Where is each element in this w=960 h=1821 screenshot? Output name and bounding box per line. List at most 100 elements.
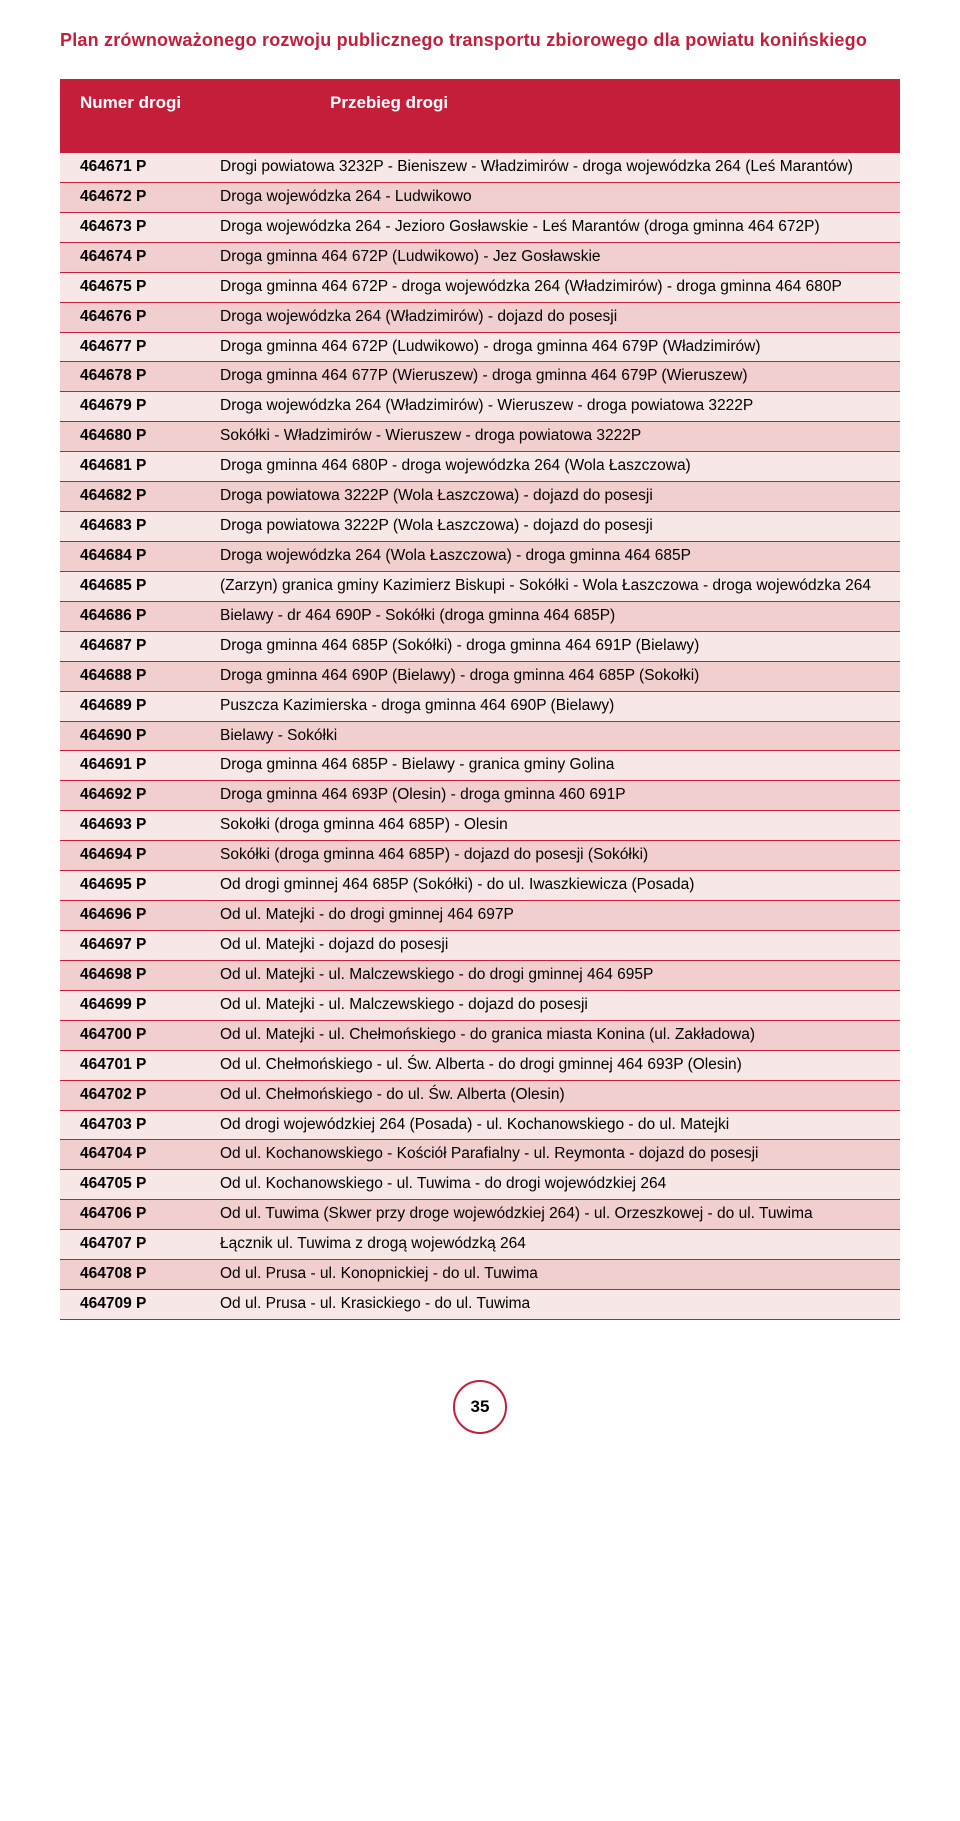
- table-row: 464672 PDroga wojewódzka 264 - Ludwikowo: [60, 182, 900, 212]
- table-row: 464683 PDroga powiatowa 3222P (Wola Łasz…: [60, 512, 900, 542]
- road-course-cell: Droga gminna 464 672P - droga wojewódzka…: [210, 272, 900, 302]
- table-row: 464697 POd ul. Matejki - dojazd do poses…: [60, 930, 900, 960]
- road-number-cell: 464700 P: [60, 1020, 210, 1050]
- table-row: 464682 PDroga powiatowa 3222P (Wola Łasz…: [60, 482, 900, 512]
- road-course-cell: Droga gminna 464 672P (Ludwikowo) - drog…: [210, 332, 900, 362]
- table-row: 464709 POd ul. Prusa - ul. Krasickiego -…: [60, 1290, 900, 1320]
- road-course-cell: Od ul. Matejki - ul. Malczewskiego - do …: [210, 960, 900, 990]
- road-number-cell: 464697 P: [60, 930, 210, 960]
- road-number-cell: 464693 P: [60, 811, 210, 841]
- road-number-cell: 464678 P: [60, 362, 210, 392]
- road-number-cell: 464683 P: [60, 512, 210, 542]
- road-course-cell: Droga gminna 464 677P (Wieruszew) - drog…: [210, 362, 900, 392]
- road-course-cell: Od ul. Prusa - ul. Krasickiego - do ul. …: [210, 1290, 900, 1320]
- road-number-cell: 464676 P: [60, 302, 210, 332]
- table-row: 464707 PŁącznik ul. Tuwima z drogą wojew…: [60, 1230, 900, 1260]
- table-row: 464699 POd ul. Matejki - ul. Malczewskie…: [60, 990, 900, 1020]
- road-number-cell: 464674 P: [60, 242, 210, 272]
- road-course-cell: Od ul. Kochanowskiego - Kościół Parafial…: [210, 1140, 900, 1170]
- header-road-number: Numer drogi: [60, 79, 210, 153]
- table-row: 464703 POd drogi wojewódzkiej 264 (Posad…: [60, 1110, 900, 1140]
- road-course-cell: Droga gminna 464 680P - droga wojewódzka…: [210, 452, 900, 482]
- road-number-cell: 464702 P: [60, 1080, 210, 1110]
- table-row: 464678 PDroga gminna 464 677P (Wieruszew…: [60, 362, 900, 392]
- road-course-cell: Od ul. Kochanowskiego - ul. Tuwima - do …: [210, 1170, 900, 1200]
- table-row: 464706 POd ul. Tuwima (Skwer przy droge …: [60, 1200, 900, 1230]
- road-number-cell: 464703 P: [60, 1110, 210, 1140]
- table-row: 464695 POd drogi gminnej 464 685P (Sokół…: [60, 871, 900, 901]
- road-number-cell: 464696 P: [60, 901, 210, 931]
- table-row: 464691 PDroga gminna 464 685P - Bielawy …: [60, 751, 900, 781]
- road-number-cell: 464708 P: [60, 1260, 210, 1290]
- page-number: 35: [453, 1380, 507, 1434]
- table-row: 464673 PDroga wojewódzka 264 - Jezioro G…: [60, 212, 900, 242]
- table-row: 464674 PDroga gminna 464 672P (Ludwikowo…: [60, 242, 900, 272]
- road-number-cell: 464704 P: [60, 1140, 210, 1170]
- road-number-cell: 464694 P: [60, 841, 210, 871]
- road-course-cell: Łącznik ul. Tuwima z drogą wojewódzką 26…: [210, 1230, 900, 1260]
- road-course-cell: (Zarzyn) granica gminy Kazimierz Biskupi…: [210, 571, 900, 601]
- table-row: 464676 PDroga wojewódzka 264 (Władzimiró…: [60, 302, 900, 332]
- road-number-cell: 464686 P: [60, 601, 210, 631]
- road-course-cell: Droga powiatowa 3222P (Wola Łaszczowa) -…: [210, 482, 900, 512]
- table-row: 464708 POd ul. Prusa - ul. Konopnickiej …: [60, 1260, 900, 1290]
- road-course-cell: Od ul. Matejki - ul. Chełmońskiego - do …: [210, 1020, 900, 1050]
- table-row: 464692 PDroga gminna 464 693P (Olesin) -…: [60, 781, 900, 811]
- document-title: Plan zrównoważonego rozwoju publicznego …: [60, 30, 900, 51]
- road-course-cell: Od ul. Prusa - ul. Konopnickiej - do ul.…: [210, 1260, 900, 1290]
- table-row: 464694 PSokółki (droga gminna 464 685P) …: [60, 841, 900, 871]
- page-number-container: 35: [60, 1380, 900, 1434]
- road-number-cell: 464685 P: [60, 571, 210, 601]
- roads-table: Numer drogi Przebieg drogi 464671 PDrogi…: [60, 79, 900, 1320]
- road-number-cell: 464684 P: [60, 541, 210, 571]
- road-number-cell: 464695 P: [60, 871, 210, 901]
- road-number-cell: 464673 P: [60, 212, 210, 242]
- table-row: 464705 POd ul. Kochanowskiego - ul. Tuwi…: [60, 1170, 900, 1200]
- road-course-cell: Puszcza Kazimierska - droga gminna 464 6…: [210, 691, 900, 721]
- road-number-cell: 464675 P: [60, 272, 210, 302]
- road-course-cell: Od drogi wojewódzkiej 264 (Posada) - ul.…: [210, 1110, 900, 1140]
- road-course-cell: Od ul. Matejki - do drogi gminnej 464 69…: [210, 901, 900, 931]
- road-course-cell: Od ul. Tuwima (Skwer przy droge wojewódz…: [210, 1200, 900, 1230]
- road-number-cell: 464705 P: [60, 1170, 210, 1200]
- road-number-cell: 464672 P: [60, 182, 210, 212]
- document-page: Plan zrównoważonego rozwoju publicznego …: [0, 0, 960, 1474]
- table-body: 464671 PDrogi powiatowa 3232P - Bienisze…: [60, 153, 900, 1319]
- table-row: 464690 PBielawy - Sokółki: [60, 721, 900, 751]
- road-course-cell: Droga gminna 464 672P (Ludwikowo) - Jez …: [210, 242, 900, 272]
- road-number-cell: 464701 P: [60, 1050, 210, 1080]
- table-row: 464671 PDrogi powiatowa 3232P - Bienisze…: [60, 153, 900, 182]
- table-row: 464687 PDroga gminna 464 685P (Sokółki) …: [60, 631, 900, 661]
- table-row: 464688 PDroga gminna 464 690P (Bielawy) …: [60, 661, 900, 691]
- road-course-cell: Od ul. Chełmońskiego - ul. Św. Alberta -…: [210, 1050, 900, 1080]
- road-number-cell: 464688 P: [60, 661, 210, 691]
- road-number-cell: 464681 P: [60, 452, 210, 482]
- road-number-cell: 464709 P: [60, 1290, 210, 1320]
- road-number-cell: 464692 P: [60, 781, 210, 811]
- table-row: 464700 POd ul. Matejki - ul. Chełmońskie…: [60, 1020, 900, 1050]
- road-course-cell: Bielawy - Sokółki: [210, 721, 900, 751]
- table-header-row: Numer drogi Przebieg drogi: [60, 79, 900, 153]
- road-number-cell: 464687 P: [60, 631, 210, 661]
- road-course-cell: Droga wojewódzka 264 - Ludwikowo: [210, 182, 900, 212]
- table-row: 464680 PSokółki - Władzimirów - Wierusze…: [60, 422, 900, 452]
- road-number-cell: 464707 P: [60, 1230, 210, 1260]
- road-course-cell: Droga gminna 464 685P (Sokółki) - droga …: [210, 631, 900, 661]
- road-course-cell: Droga gminna 464 693P (Olesin) - droga g…: [210, 781, 900, 811]
- table-row: 464675 PDroga gminna 464 672P - droga wo…: [60, 272, 900, 302]
- road-course-cell: Droga wojewódzka 264 (Wola Łaszczowa) - …: [210, 541, 900, 571]
- table-row: 464701 POd ul. Chełmońskiego - ul. Św. A…: [60, 1050, 900, 1080]
- road-course-cell: Droga wojewódzka 264 (Władzimirów) - doj…: [210, 302, 900, 332]
- road-number-cell: 464706 P: [60, 1200, 210, 1230]
- road-number-cell: 464691 P: [60, 751, 210, 781]
- table-row: 464693 PSokołki (droga gminna 464 685P) …: [60, 811, 900, 841]
- table-row: 464686 PBielawy - dr 464 690P - Sokółki …: [60, 601, 900, 631]
- table-row: 464681 PDroga gminna 464 680P - droga wo…: [60, 452, 900, 482]
- table-row: 464689 PPuszcza Kazimierska - droga gmin…: [60, 691, 900, 721]
- road-number-cell: 464677 P: [60, 332, 210, 362]
- road-course-cell: Sokółki - Władzimirów - Wieruszew - drog…: [210, 422, 900, 452]
- road-course-cell: Od ul. Matejki - ul. Malczewskiego - doj…: [210, 990, 900, 1020]
- road-course-cell: Sokołki (droga gminna 464 685P) - Olesin: [210, 811, 900, 841]
- road-number-cell: 464680 P: [60, 422, 210, 452]
- road-course-cell: Droga gminna 464 685P - Bielawy - granic…: [210, 751, 900, 781]
